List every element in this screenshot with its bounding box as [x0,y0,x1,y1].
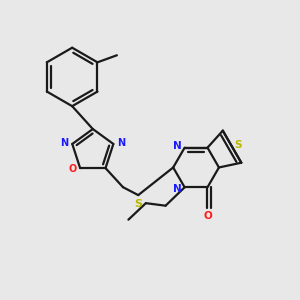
Text: N: N [173,141,182,151]
Text: O: O [69,164,77,174]
Text: N: N [118,138,126,148]
Text: N: N [60,138,68,148]
Text: N: N [173,184,182,194]
Text: S: S [235,140,242,150]
Text: S: S [134,199,142,209]
Text: O: O [203,211,212,221]
